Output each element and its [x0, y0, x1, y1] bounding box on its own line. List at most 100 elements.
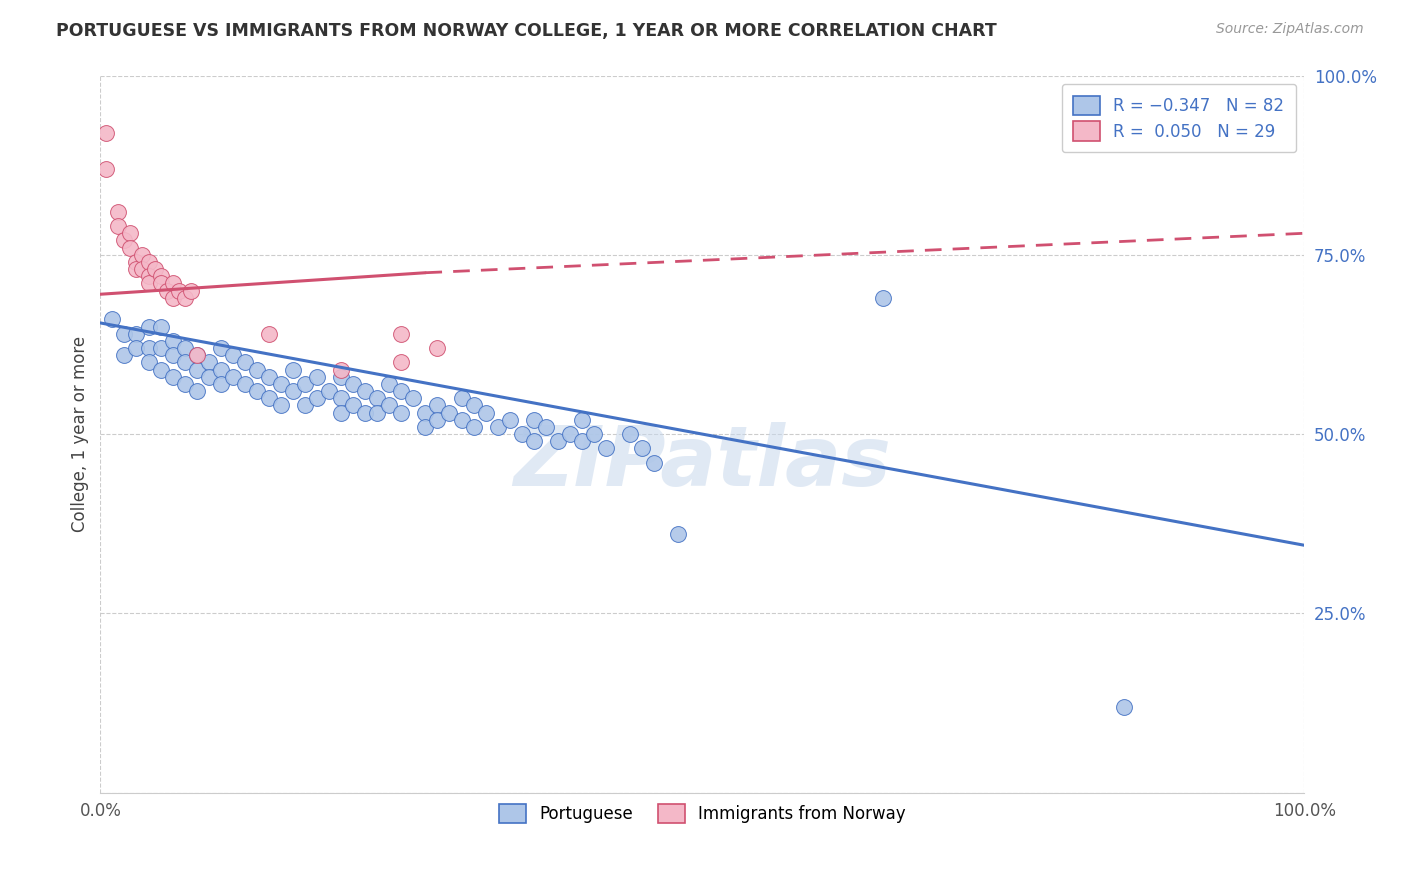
Point — [125, 255, 148, 269]
Point — [281, 362, 304, 376]
Point — [222, 369, 245, 384]
Point — [162, 291, 184, 305]
Point — [378, 376, 401, 391]
Point — [523, 413, 546, 427]
Point — [233, 376, 256, 391]
Legend: Portuguese, Immigrants from Norway: Portuguese, Immigrants from Norway — [488, 792, 917, 835]
Point — [366, 391, 388, 405]
Point — [149, 269, 172, 284]
Point — [149, 277, 172, 291]
Point — [402, 391, 425, 405]
Point — [354, 384, 377, 398]
Point — [197, 355, 219, 369]
Point — [389, 406, 412, 420]
Point — [180, 284, 202, 298]
Point — [463, 398, 485, 412]
Point — [547, 434, 569, 449]
Point — [257, 326, 280, 341]
Point — [186, 362, 208, 376]
Point — [450, 413, 472, 427]
Point — [426, 398, 449, 412]
Point — [233, 355, 256, 369]
Point — [643, 456, 665, 470]
Point — [125, 326, 148, 341]
Point — [389, 384, 412, 398]
Point — [330, 362, 353, 376]
Point — [173, 376, 195, 391]
Point — [426, 413, 449, 427]
Point — [595, 442, 617, 456]
Point — [318, 384, 340, 398]
Point — [426, 341, 449, 355]
Point — [330, 406, 353, 420]
Point — [173, 355, 195, 369]
Point — [173, 341, 195, 355]
Point — [112, 326, 135, 341]
Point — [330, 369, 353, 384]
Point — [209, 376, 232, 391]
Point — [138, 277, 160, 291]
Point — [125, 262, 148, 277]
Point — [162, 348, 184, 362]
Point — [155, 284, 177, 298]
Point — [246, 384, 269, 398]
Point — [112, 234, 135, 248]
Point — [342, 376, 364, 391]
Text: Source: ZipAtlas.com: Source: ZipAtlas.com — [1216, 22, 1364, 37]
Point — [149, 341, 172, 355]
Point — [167, 284, 190, 298]
Point — [294, 376, 316, 391]
Point — [1112, 699, 1135, 714]
Point — [257, 369, 280, 384]
Point — [474, 406, 496, 420]
Point — [186, 348, 208, 362]
Point — [389, 326, 412, 341]
Point — [186, 384, 208, 398]
Point — [125, 341, 148, 355]
Point — [120, 241, 142, 255]
Point — [305, 369, 328, 384]
Point — [366, 406, 388, 420]
Point — [450, 391, 472, 405]
Point — [209, 341, 232, 355]
Point — [120, 227, 142, 241]
Point — [415, 406, 437, 420]
Point — [378, 398, 401, 412]
Point — [246, 362, 269, 376]
Point — [107, 204, 129, 219]
Point — [631, 442, 654, 456]
Point — [107, 219, 129, 233]
Point — [582, 427, 605, 442]
Point — [138, 269, 160, 284]
Point — [138, 341, 160, 355]
Point — [342, 398, 364, 412]
Point — [872, 291, 894, 305]
Point — [112, 348, 135, 362]
Point — [619, 427, 641, 442]
Point — [138, 255, 160, 269]
Point — [96, 126, 118, 140]
Point — [415, 420, 437, 434]
Point — [510, 427, 533, 442]
Point — [197, 369, 219, 384]
Point — [270, 398, 292, 412]
Point — [270, 376, 292, 391]
Point — [138, 355, 160, 369]
Point — [281, 384, 304, 398]
Point — [131, 248, 153, 262]
Point — [294, 398, 316, 412]
Point — [96, 161, 118, 176]
Point — [558, 427, 581, 442]
Point — [186, 348, 208, 362]
Point — [149, 319, 172, 334]
Point — [162, 369, 184, 384]
Point — [498, 413, 520, 427]
Point — [209, 362, 232, 376]
Point — [162, 277, 184, 291]
Point — [222, 348, 245, 362]
Point — [162, 334, 184, 348]
Point — [143, 262, 166, 277]
Point — [173, 291, 195, 305]
Text: ZIPatlas: ZIPatlas — [513, 422, 891, 503]
Point — [571, 434, 593, 449]
